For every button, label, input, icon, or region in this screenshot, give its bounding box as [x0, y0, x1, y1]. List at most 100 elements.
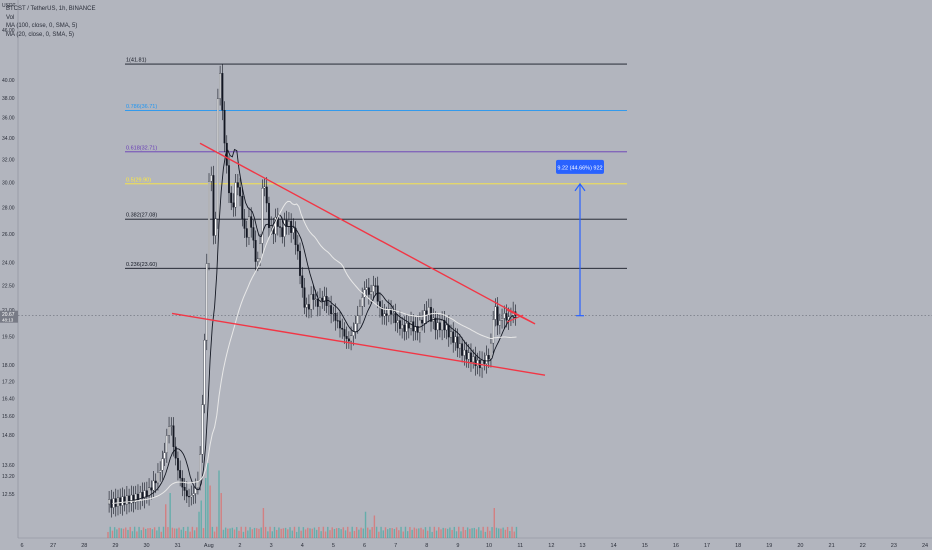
volume-bar: [460, 531, 462, 538]
candle-body: [221, 73, 224, 111]
volume-bar: [473, 527, 475, 538]
volume-bar: [227, 528, 229, 538]
volume-bar: [458, 526, 460, 538]
candle-body: [145, 490, 148, 497]
volume-bar: [156, 530, 158, 538]
volume-bar: [307, 527, 309, 538]
volume-bar: [140, 530, 142, 538]
volume-bar: [189, 531, 191, 538]
fib-level-label: 0.618(32.71): [126, 145, 157, 151]
candle-body: [208, 181, 210, 264]
x-tick-label: 29: [112, 543, 118, 549]
volume-bar: [484, 531, 487, 538]
lower-trendline: [171, 312, 546, 376]
candle-body: [374, 285, 377, 287]
candle-body: [336, 320, 339, 322]
volume-bar: [498, 528, 500, 538]
volume-bar: [291, 530, 293, 538]
candle-body: [196, 480, 199, 489]
indicator-ma100: MA (100, close, 0, SMA, 5): [6, 23, 78, 29]
candle-body: [287, 220, 290, 227]
volume-bar: [353, 530, 356, 538]
candle-body: [385, 313, 388, 316]
candle-body: [265, 186, 268, 204]
x-tick-label: 18: [735, 543, 741, 549]
volume-bar: [287, 529, 289, 538]
candle-body: [405, 323, 408, 332]
x-tick-label: 27: [50, 543, 56, 549]
volume-bar: [315, 529, 318, 538]
volume-bar: [358, 529, 360, 538]
x-tick-label: 6: [20, 543, 23, 549]
candle-body: [323, 296, 326, 301]
candle-body: [156, 472, 159, 484]
volume-bar: [455, 531, 458, 538]
volume-bar: [375, 526, 378, 538]
volume-bar: [284, 527, 287, 538]
volume-bar: [367, 527, 369, 538]
x-tick-label: 14: [611, 543, 617, 549]
y-tick-label: 38.00: [2, 96, 15, 102]
volume-bar: [340, 529, 342, 538]
candle-body: [412, 321, 415, 332]
volume-bar: [398, 530, 400, 538]
volume-bar: [196, 527, 198, 538]
volume-bar: [273, 526, 276, 538]
y-tick-label: 34.00: [2, 136, 15, 142]
y-tick-label: 40.00: [2, 78, 15, 84]
candle-body: [185, 490, 188, 497]
volume-bar: [462, 526, 464, 538]
volume-bar: [486, 526, 489, 538]
candle-body: [274, 217, 277, 235]
candle-body: [216, 98, 219, 219]
candle-body: [498, 320, 501, 326]
volume-bar: [491, 527, 493, 538]
volume-bar: [233, 529, 236, 538]
candle-body: [148, 487, 151, 497]
candle-body: [203, 339, 206, 405]
candle-body: [168, 426, 171, 436]
volume-bar: [420, 527, 422, 538]
candle-body: [154, 480, 157, 484]
candle-body: [461, 343, 464, 356]
volume-bar: [444, 528, 447, 538]
candle-body: [474, 356, 477, 366]
x-tick-label: 4: [301, 543, 304, 549]
candle-body: [485, 355, 488, 364]
volume-bar: [451, 529, 453, 538]
volume-bar: [482, 526, 484, 538]
x-tick-label: 23: [891, 543, 897, 549]
candle-body: [347, 338, 350, 342]
candle-body: [339, 320, 341, 329]
symbol-title: BTCST / TetherUS, 1h, BINANCE: [6, 6, 96, 12]
candle-body: [205, 263, 208, 341]
candle-body: [252, 227, 255, 241]
candle-body: [454, 336, 457, 343]
volume-bar: [193, 530, 196, 538]
volume-bar: [167, 527, 169, 538]
volume-bar: [502, 527, 504, 538]
candle-body: [398, 320, 401, 329]
x-tick-label: 17: [704, 543, 710, 549]
candle-body: [443, 320, 446, 331]
upper-trendline: [199, 142, 536, 325]
candle-body: [367, 287, 370, 295]
volume-bar: [125, 527, 127, 538]
volume-bar: [449, 527, 451, 538]
volume-bar: [216, 526, 218, 538]
candle-body: [332, 313, 335, 315]
candle-body: [263, 186, 266, 189]
candle-body: [425, 310, 428, 315]
candle-body: [201, 404, 204, 455]
candle-body: [392, 313, 395, 315]
candle-body: [447, 324, 450, 338]
price-axis-bg: [0, 0, 18, 550]
volume-bar: [409, 526, 411, 538]
candle-body: [165, 435, 168, 453]
volume-bar: [391, 528, 393, 538]
volume-bar: [138, 526, 140, 538]
volume-bar: [118, 527, 120, 538]
candle-body: [305, 304, 308, 308]
